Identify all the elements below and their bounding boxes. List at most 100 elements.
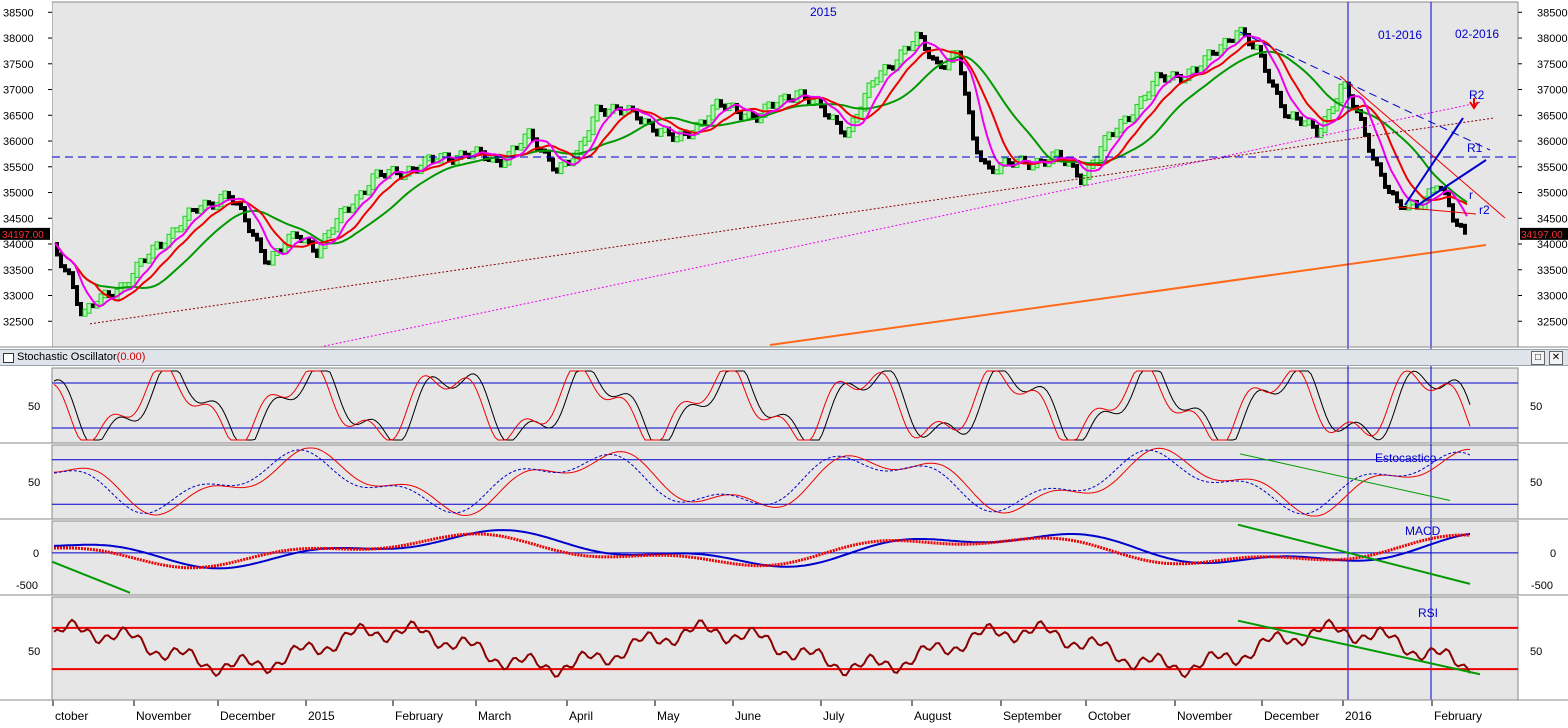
macd-trendline-left bbox=[51, 560, 131, 594]
price-step bbox=[819, 97, 823, 109]
pane-collapse-icon[interactable] bbox=[3, 353, 14, 363]
price-step bbox=[946, 57, 952, 71]
price-step bbox=[1195, 66, 1199, 74]
price-step bbox=[703, 119, 707, 125]
price-step bbox=[1306, 118, 1312, 126]
price-step bbox=[751, 110, 755, 119]
price-step bbox=[342, 206, 348, 214]
close-icon[interactable]: ✕ bbox=[1549, 351, 1563, 365]
price-step bbox=[723, 103, 727, 111]
price-step bbox=[1118, 118, 1124, 133]
price-pane-bg bbox=[51, 1, 1519, 348]
price-step bbox=[619, 106, 623, 116]
price-step bbox=[150, 244, 156, 259]
price-step bbox=[170, 227, 176, 239]
price-step bbox=[1406, 200, 1412, 211]
price-step bbox=[874, 77, 880, 86]
estoc-pane-bg bbox=[51, 444, 1519, 520]
stoch-tick-right: 50 bbox=[1530, 401, 1542, 413]
price-step bbox=[358, 190, 364, 200]
price-step bbox=[522, 133, 528, 148]
price-tick-left: 38000 bbox=[3, 33, 34, 45]
price-step bbox=[1279, 90, 1283, 109]
price-step bbox=[182, 215, 188, 231]
price-step bbox=[1150, 80, 1156, 97]
price-step bbox=[983, 158, 987, 165]
price-step bbox=[326, 229, 332, 239]
price-step bbox=[499, 158, 503, 168]
price-tick-right: 38500 bbox=[1537, 7, 1568, 19]
price-step bbox=[71, 271, 75, 290]
price-step bbox=[539, 146, 543, 153]
label-02-2016: 02-2016 bbox=[1455, 27, 1499, 41]
macd-tick-left-500: -500 bbox=[16, 580, 38, 592]
price-step bbox=[1254, 44, 1260, 50]
price-step bbox=[582, 136, 588, 146]
trendline-brown bbox=[89, 117, 1496, 325]
price-step bbox=[935, 56, 939, 65]
price-step bbox=[987, 160, 991, 170]
price-step bbox=[782, 93, 788, 101]
price-step bbox=[479, 146, 483, 155]
price-step bbox=[510, 145, 516, 157]
price-step bbox=[967, 91, 971, 115]
price-step bbox=[639, 116, 643, 125]
price-badge-left-text: 34197.00 bbox=[2, 230, 44, 241]
price-step bbox=[347, 206, 351, 213]
price-step bbox=[1375, 156, 1379, 167]
price-step bbox=[1451, 203, 1455, 223]
price-step bbox=[263, 249, 267, 265]
price-step bbox=[299, 234, 303, 243]
macd-signal-line bbox=[53, 532, 1471, 570]
x-axis-label: October bbox=[1088, 709, 1131, 723]
price-tick-right: 33500 bbox=[1537, 265, 1568, 277]
price-step bbox=[979, 150, 983, 163]
price-step bbox=[1163, 74, 1167, 83]
price-step bbox=[827, 113, 831, 120]
price-step bbox=[862, 92, 868, 112]
stoch-tick-left: 50 bbox=[28, 401, 40, 413]
price-step bbox=[1459, 222, 1463, 228]
price-step bbox=[318, 244, 324, 259]
price-step bbox=[671, 132, 675, 142]
price-step bbox=[870, 80, 876, 88]
price-step bbox=[714, 98, 720, 110]
stoch-pane-bg bbox=[51, 367, 1519, 444]
price-step bbox=[919, 32, 923, 40]
price-step bbox=[330, 227, 336, 235]
price-step bbox=[902, 45, 908, 55]
price-step bbox=[399, 171, 403, 180]
price-step bbox=[878, 70, 884, 83]
price-step bbox=[1102, 135, 1108, 152]
price-step bbox=[835, 115, 839, 125]
price-step bbox=[1059, 149, 1063, 162]
price-step bbox=[830, 114, 836, 121]
price-step bbox=[950, 50, 956, 63]
price-step bbox=[98, 293, 104, 306]
price-step bbox=[766, 101, 772, 109]
price-step bbox=[1355, 104, 1359, 114]
price-step bbox=[975, 136, 979, 155]
price-tick-right: 38000 bbox=[1537, 33, 1568, 45]
price-step bbox=[1079, 173, 1083, 186]
price-tick-left: 36500 bbox=[3, 110, 34, 122]
maximize-icon[interactable]: □ bbox=[1531, 351, 1545, 365]
price-step bbox=[122, 282, 128, 288]
price-step bbox=[1347, 81, 1351, 99]
price-tick-right: 36500 bbox=[1537, 110, 1568, 122]
support-red-short bbox=[1397, 206, 1477, 215]
rsi-pane-bg bbox=[51, 596, 1519, 701]
price-step bbox=[1075, 163, 1079, 178]
stoch-d-line bbox=[53, 370, 1471, 441]
price-step bbox=[502, 160, 508, 168]
price-step bbox=[1330, 106, 1336, 115]
price-step bbox=[1190, 66, 1196, 74]
stoch-k-line bbox=[53, 370, 1471, 441]
price-step bbox=[1363, 116, 1367, 137]
x-axis-label: June bbox=[735, 709, 761, 723]
price-step bbox=[655, 128, 659, 137]
price-step bbox=[518, 142, 524, 151]
price-step bbox=[931, 55, 935, 61]
